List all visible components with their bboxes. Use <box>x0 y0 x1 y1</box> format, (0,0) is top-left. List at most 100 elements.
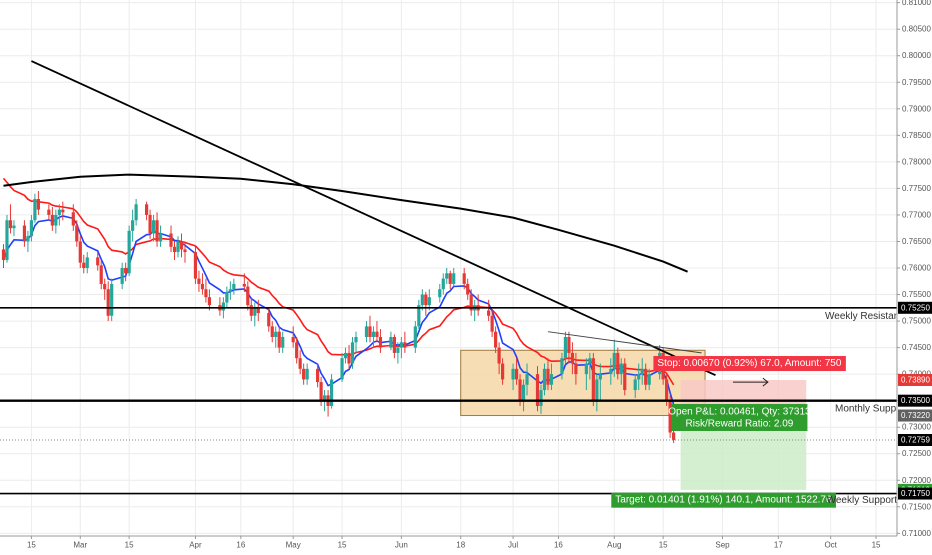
y-tick-label: 0.71000 <box>902 529 931 538</box>
price-tag-bg <box>898 409 932 422</box>
candle-body <box>490 315 494 332</box>
monthly-support-label: Monthly Support <box>835 404 908 415</box>
candle-body <box>200 283 205 290</box>
candle-body <box>204 289 208 298</box>
y-tick-label: 0.77500 <box>902 184 931 193</box>
candle-body <box>570 352 575 364</box>
x-tick-label: Sep <box>715 541 730 550</box>
candle-body <box>598 374 602 380</box>
candle-body <box>110 283 114 316</box>
candle-body <box>99 265 103 284</box>
candle-body <box>22 225 27 242</box>
candle-body <box>368 326 372 337</box>
x-tick-label: Jul <box>508 541 518 550</box>
candle-body <box>445 273 449 279</box>
candle-body <box>295 342 299 359</box>
candle-body <box>574 363 578 375</box>
candle-body <box>305 368 309 380</box>
candle-body <box>267 313 271 327</box>
candle-body <box>193 252 198 279</box>
stop-label-group: Stop: 0.00670 (0.92%) 67.0, Amount: 750 <box>653 356 846 372</box>
candle-body <box>249 305 253 316</box>
candle-body <box>151 220 156 234</box>
candle-body <box>672 432 676 440</box>
candle-body <box>291 336 295 343</box>
candle-body <box>270 326 274 337</box>
candle-body <box>371 331 376 337</box>
candle-body <box>584 363 588 375</box>
candle-body <box>500 363 505 380</box>
candle-body <box>591 358 595 401</box>
x-axis-background <box>0 536 932 550</box>
candle-body <box>623 363 627 391</box>
candle-body <box>57 209 61 215</box>
y-tick-label: 0.71500 <box>902 502 931 511</box>
candle-body <box>1 249 6 261</box>
candle-body <box>364 326 369 337</box>
candle-body <box>120 268 124 284</box>
candle-body <box>277 331 281 348</box>
candle-body <box>588 358 592 364</box>
y-tick-label: 0.77000 <box>902 210 931 219</box>
candle-body <box>563 336 568 359</box>
candle-body <box>347 352 351 364</box>
candle-body <box>637 374 641 380</box>
x-tick-label: Mar <box>73 541 87 550</box>
candle-body <box>26 236 30 242</box>
candle-body <box>103 283 107 290</box>
candle-body <box>50 214 54 226</box>
candle-body <box>469 294 473 311</box>
target-label-bg <box>611 492 836 508</box>
candle-body <box>616 352 620 375</box>
candle-body <box>462 273 466 284</box>
candle-body <box>609 368 613 375</box>
x-tick-label: 15 <box>338 541 347 550</box>
candle-body <box>281 336 285 348</box>
candle-body <box>82 262 86 268</box>
candle-body <box>148 214 152 234</box>
candle-body <box>134 204 138 221</box>
candle-body <box>427 297 431 306</box>
candle-body <box>221 302 225 311</box>
candle-body <box>197 278 201 284</box>
candle-body <box>298 358 302 369</box>
candle-body <box>350 342 355 364</box>
price-tag-bg <box>898 394 932 407</box>
weekly-support-label: Weekly Support <box>827 495 898 506</box>
candle-body <box>207 297 212 306</box>
candle-body <box>494 331 498 348</box>
candle-body <box>403 342 407 348</box>
y-axis-background <box>897 0 932 550</box>
descending-trendline <box>31 60 716 377</box>
candle-body <box>441 278 445 290</box>
pnl-label-line-1: Open P&L: 0.00461, Qty: 37313 <box>668 406 811 417</box>
candle-body <box>253 307 257 316</box>
x-tick-label: 15 <box>659 541 668 550</box>
pnl-label-line-2: Risk/Reward Ratio: 2.09 <box>686 418 794 429</box>
stop-label-bg <box>653 356 846 372</box>
candle-body <box>665 379 669 401</box>
candle-body <box>525 374 529 385</box>
x-tick-label: Oct <box>824 541 837 550</box>
candle-body <box>546 368 550 385</box>
y-tick-label: 0.79000 <box>902 104 931 113</box>
price-tag-label: 0.73500 <box>901 396 930 405</box>
candle-body <box>595 379 599 401</box>
candle-body <box>399 342 403 348</box>
candle-body <box>172 246 177 253</box>
candle-body <box>169 233 173 247</box>
price-tag-bg <box>898 487 932 500</box>
candle-body <box>106 289 110 316</box>
y-tick-label: 0.79500 <box>902 78 931 87</box>
x-tick-label: Aug <box>607 541 621 550</box>
x-tick-label: 18 <box>456 541 465 550</box>
candle-body <box>158 233 163 242</box>
candle-body <box>518 379 522 401</box>
candle-body <box>155 220 159 242</box>
candle-body <box>78 241 82 263</box>
projection-arrow-head <box>762 377 769 387</box>
price-tag-bg <box>898 301 932 314</box>
y-tick-label: 0.74500 <box>902 343 931 352</box>
candle-body <box>5 220 9 261</box>
